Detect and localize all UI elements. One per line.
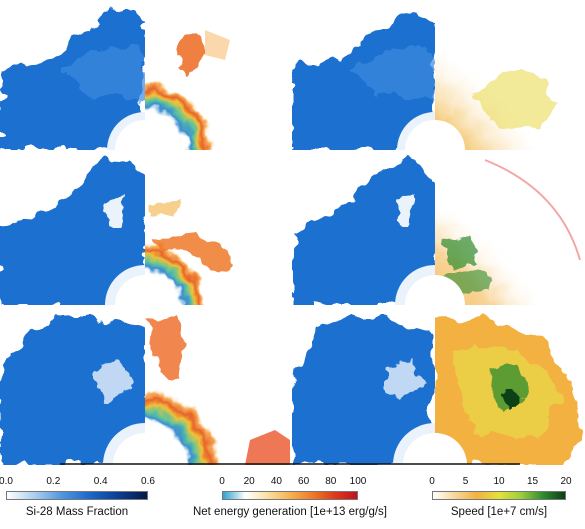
colorbar-speed-label: Speed [1e+7 cm/s]	[450, 506, 548, 518]
colorbar-tick-label: 0	[429, 476, 435, 487]
colorbar-net-energy-label: Net energy generation [1e+13 erg/g/s]	[192, 506, 388, 518]
colorbar-si28-label: Si-28 Mass Fraction	[25, 506, 129, 518]
colorbar-tick-label: 80	[325, 476, 337, 487]
colorbar-tick-label: 0.0	[0, 476, 13, 487]
colorbar-tick-label: 0.6	[141, 476, 155, 487]
panel-r1-si28-b	[292, 10, 435, 150]
panel-r3-si28-b	[292, 318, 435, 465]
panel-r3-net-energy	[145, 318, 290, 465]
panel-r2-si28-b	[292, 160, 435, 305]
panel-r2-net-energy	[145, 200, 235, 305]
colorbar-tick-label: 5	[462, 476, 469, 487]
colorbar-speed-gradient	[432, 491, 566, 500]
panel-r1-si28	[0, 10, 145, 150]
colorbar-net-energy: 0 20 40 60 80 100 Net energy generation [1e+1…	[193, 476, 387, 522]
colorbar-tick-label: 15	[526, 476, 539, 487]
colorbar-si28-gradient	[6, 491, 148, 500]
colorbar-net-energy-ticks: 0 20 40 60 80 100	[219, 476, 366, 490]
colorbar-tick-label: 100	[349, 476, 367, 487]
colorbar-tick-label: 60	[298, 476, 310, 487]
colorbar-tick-label: 40	[270, 476, 282, 487]
panel-r1-speed	[435, 0, 585, 150]
colorbar-net-energy-gradient	[222, 491, 358, 500]
colorbar-speed-ticks: 0 5 10 15 20	[429, 476, 571, 490]
colorbar-tick-label: 20	[560, 476, 572, 487]
colorbar-speed: 0 5 10 15 20 Speed [1e+7 cm/s]	[429, 476, 571, 522]
colorbar-tick-label: 20	[243, 476, 255, 487]
simulation-panels	[0, 0, 585, 465]
colorbar-tick-label: 10	[493, 476, 505, 487]
panel-r2-si28	[0, 160, 145, 305]
panel-r1-net-energy	[145, 30, 230, 150]
panel-r3-speed	[435, 318, 580, 465]
colorbar-tick-label: 0	[219, 476, 225, 487]
colorbar-si28-ticks: 0.0 0.2 0.4 0.6	[0, 476, 155, 490]
colorbar-tick-label: 0.4	[93, 476, 108, 487]
colorbar-tick-label: 0.2	[46, 476, 61, 487]
panel-r3-si28	[0, 318, 145, 465]
colorbar-si28: 0.0 0.2 0.4 0.6 Si-28 Mass Fraction	[0, 476, 155, 522]
panel-r2-speed	[435, 155, 585, 305]
